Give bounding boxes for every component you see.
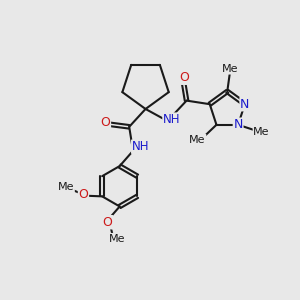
- Text: N: N: [240, 98, 250, 111]
- Text: Me: Me: [253, 127, 270, 136]
- Text: N: N: [233, 118, 243, 131]
- Text: O: O: [179, 71, 189, 84]
- Text: NH: NH: [163, 113, 181, 126]
- Text: O: O: [79, 188, 88, 201]
- Text: NH: NH: [132, 140, 149, 153]
- Text: O: O: [103, 216, 112, 229]
- Text: Me: Me: [222, 64, 238, 74]
- Text: O: O: [100, 116, 110, 130]
- Text: Me: Me: [109, 234, 125, 244]
- Text: Me: Me: [58, 182, 74, 193]
- Text: Me: Me: [189, 135, 206, 145]
